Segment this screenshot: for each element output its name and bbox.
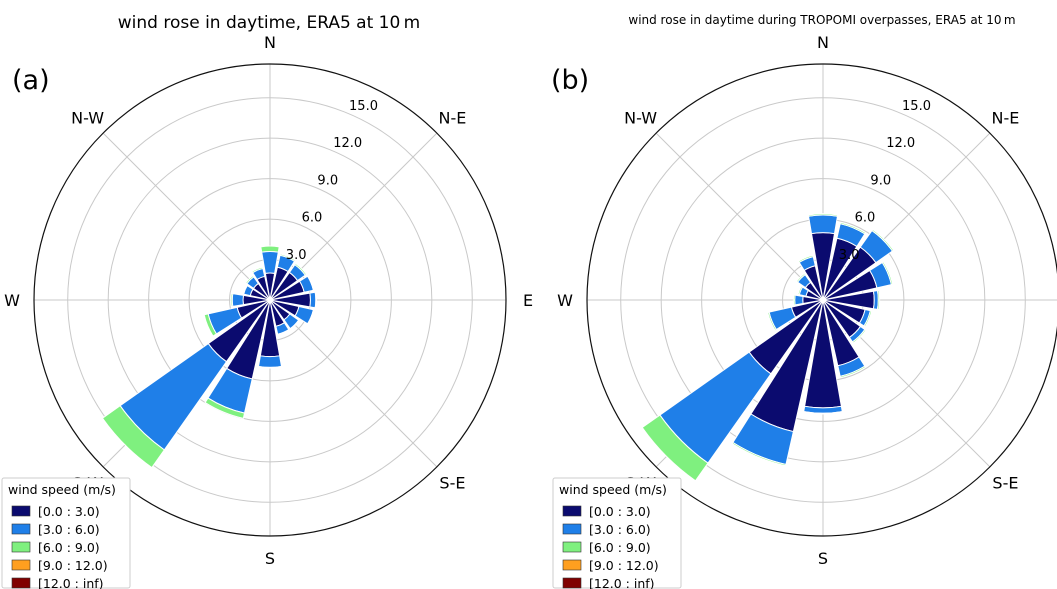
direction-label: N: [264, 33, 276, 52]
sector-bar: [807, 213, 839, 217]
sector-bar: [251, 266, 264, 274]
sector-bar: [245, 275, 255, 285]
sector-bar: [851, 328, 867, 344]
legend-label: [6.0 : 9.0): [38, 540, 100, 555]
sector-bar: [306, 309, 315, 325]
chart-title-a: wind rose in daytime, ERA5 at 10 m: [118, 13, 421, 33]
direction-label: S-E: [992, 473, 1018, 492]
radial-tick-label: 6.0: [855, 211, 876, 226]
legend-label: [9.0 : 12.0): [38, 558, 108, 573]
legend-swatch: [562, 559, 582, 571]
legend-swatch: [11, 577, 31, 589]
legend-title: wind speed (m/s): [8, 482, 116, 497]
direction-label: N-W: [624, 109, 657, 128]
sector-bar: [203, 313, 218, 337]
radial-tick-label: 9.0: [870, 173, 891, 188]
legend-swatch: [11, 523, 31, 535]
outer-frame: [586, 63, 1057, 537]
legend-swatch: [562, 541, 582, 553]
chart-title-b: wind rose in daytime during TROPOMI over…: [628, 13, 1015, 27]
sector-bar: [306, 275, 315, 291]
sector-bar: [230, 292, 234, 308]
radial-tick-label: 6.0: [302, 211, 323, 226]
sector-bar: [794, 294, 804, 306]
legend-label: [3.0 : 6.0): [589, 522, 651, 537]
sector-bar: [314, 291, 318, 309]
sector-bar: [767, 311, 777, 331]
legend: wind speed (m/s) [0.0 : 3.0) [3.0 : 6.0) [6…: [1, 477, 131, 589]
legend-box: [1, 477, 131, 589]
legend-swatch: [11, 505, 31, 517]
sector-bar: [101, 405, 165, 469]
radial-tick-label: 15.0: [349, 99, 378, 114]
radial-tick-label: 12.0: [333, 136, 362, 151]
sector-bar: [277, 328, 290, 336]
radial-tick-label: 15.0: [902, 99, 931, 114]
legend-swatch: [562, 577, 582, 589]
legend-title: wind speed (m/s): [559, 482, 667, 497]
sector-bar: [242, 284, 248, 295]
legend-box: [552, 477, 682, 589]
sector-bar: [795, 272, 806, 283]
sector-bar: [257, 365, 283, 369]
sector-bar: [803, 411, 843, 415]
legend-label: [6.0 : 9.0): [589, 540, 651, 555]
sector-bar: [257, 355, 283, 368]
direction-label: N-E: [992, 109, 1020, 128]
panel-label-b: (b): [551, 65, 589, 96]
grid-spoke: [269, 299, 438, 468]
legend-swatch: [562, 523, 582, 535]
legend-swatch: [11, 541, 31, 553]
sector-bar: [260, 245, 280, 253]
grid-spoke: [102, 132, 271, 301]
sector-bar: [797, 285, 804, 296]
sector-bar: [279, 253, 296, 262]
sector-bar: [839, 365, 867, 379]
legend-label: [3.0 : 6.0): [38, 522, 100, 537]
panel-label-a: (a): [12, 65, 50, 96]
radial-tick-label: 3.0: [839, 248, 860, 263]
legend: wind speed (m/s) [0.0 : 3.0) [3.0 : 6.0) [6…: [552, 477, 682, 589]
sector-bar: [839, 221, 867, 235]
sector-bar: [731, 441, 787, 467]
radial-tick-label: 3.0: [286, 248, 307, 263]
legend-label: [9.0 : 12.0): [589, 558, 659, 573]
sector-bar: [792, 294, 796, 306]
direction-label: S: [818, 549, 828, 568]
sector-bar: [876, 289, 881, 311]
legend-swatch: [562, 505, 582, 517]
sector-bar: [863, 310, 873, 328]
sector-bar: [641, 414, 709, 482]
legend-label: [12.0 : inf): [589, 576, 655, 589]
direction-label: S: [265, 549, 275, 568]
direction-label: W: [4, 291, 20, 310]
sector-bar: [871, 228, 895, 252]
legend-label: [0.0 : 3.0): [589, 504, 651, 519]
direction-label: S-E: [439, 473, 465, 492]
sector-bar: [797, 254, 814, 264]
sector-bar: [261, 250, 279, 274]
sector-bar: [294, 262, 308, 276]
sector-bar: [231, 292, 244, 308]
sector-bar: [881, 261, 894, 286]
sector-bar: [807, 214, 839, 235]
grid-spoke: [655, 132, 824, 301]
direction-label: N-E: [439, 109, 467, 128]
direction-label: N: [817, 33, 829, 52]
outer-frame: [33, 63, 507, 537]
sector-bar: [289, 319, 300, 330]
direction-label: W: [557, 291, 573, 310]
legend-label: [0.0 : 3.0): [38, 504, 100, 519]
sector-bar: [309, 291, 317, 309]
legend-swatch: [11, 559, 31, 571]
radial-tick-label: 12.0: [886, 136, 915, 151]
sector-bar: [204, 397, 246, 419]
radial-tick-label: 9.0: [317, 173, 338, 188]
legend-label: [12.0 : inf): [38, 576, 104, 589]
direction-label: E: [523, 291, 533, 310]
direction-label: N-W: [71, 109, 104, 128]
